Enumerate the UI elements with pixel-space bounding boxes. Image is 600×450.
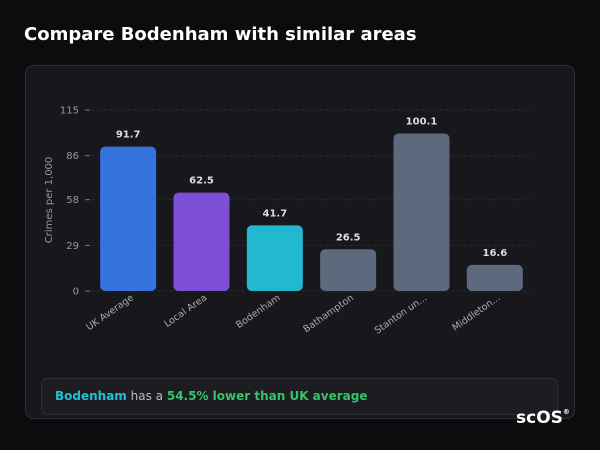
summary: Bodenham has a 54.5% lower than UK avera… bbox=[41, 378, 558, 415]
y-tick-label: 58 bbox=[66, 195, 79, 206]
x-tick-label: Stanton un... bbox=[373, 292, 430, 336]
value-label: 26.5 bbox=[336, 232, 361, 243]
x-tick-label: Bathampton bbox=[301, 292, 355, 335]
x-tick-label: Local Area bbox=[162, 292, 209, 329]
x-tick-label: Middleton... bbox=[450, 292, 502, 333]
bar bbox=[100, 146, 157, 291]
summary-area: Bodenham bbox=[55, 389, 127, 403]
value-label: 91.7 bbox=[116, 130, 141, 141]
value-label: 41.7 bbox=[262, 208, 287, 219]
y-tick-label: 115 bbox=[60, 106, 79, 117]
y-tick-label: 29 bbox=[66, 241, 79, 252]
page-title: Compare Bodenham with similar areas bbox=[24, 24, 417, 45]
bar bbox=[246, 225, 303, 291]
logo-mark: ® bbox=[562, 408, 570, 416]
value-label: 100.1 bbox=[406, 116, 438, 127]
summary-text: has a bbox=[130, 389, 164, 403]
value-label: 16.6 bbox=[482, 248, 507, 259]
bar bbox=[393, 133, 450, 291]
bar bbox=[320, 249, 377, 291]
x-tick-label: Bodenham bbox=[234, 292, 282, 330]
y-tick-label: 0 bbox=[73, 287, 79, 298]
logo: scOS® bbox=[516, 408, 570, 428]
bar bbox=[466, 264, 523, 291]
value-label: 62.5 bbox=[189, 176, 214, 187]
logo-text: scOS bbox=[516, 408, 563, 428]
summary-comparison: 54.5% lower than UK average bbox=[166, 389, 368, 403]
y-axis-label: Crimes per 1,000 bbox=[44, 157, 55, 244]
y-tick-label: 86 bbox=[66, 151, 79, 162]
bar bbox=[173, 192, 230, 291]
x-tick-label: UK Average bbox=[84, 292, 136, 333]
